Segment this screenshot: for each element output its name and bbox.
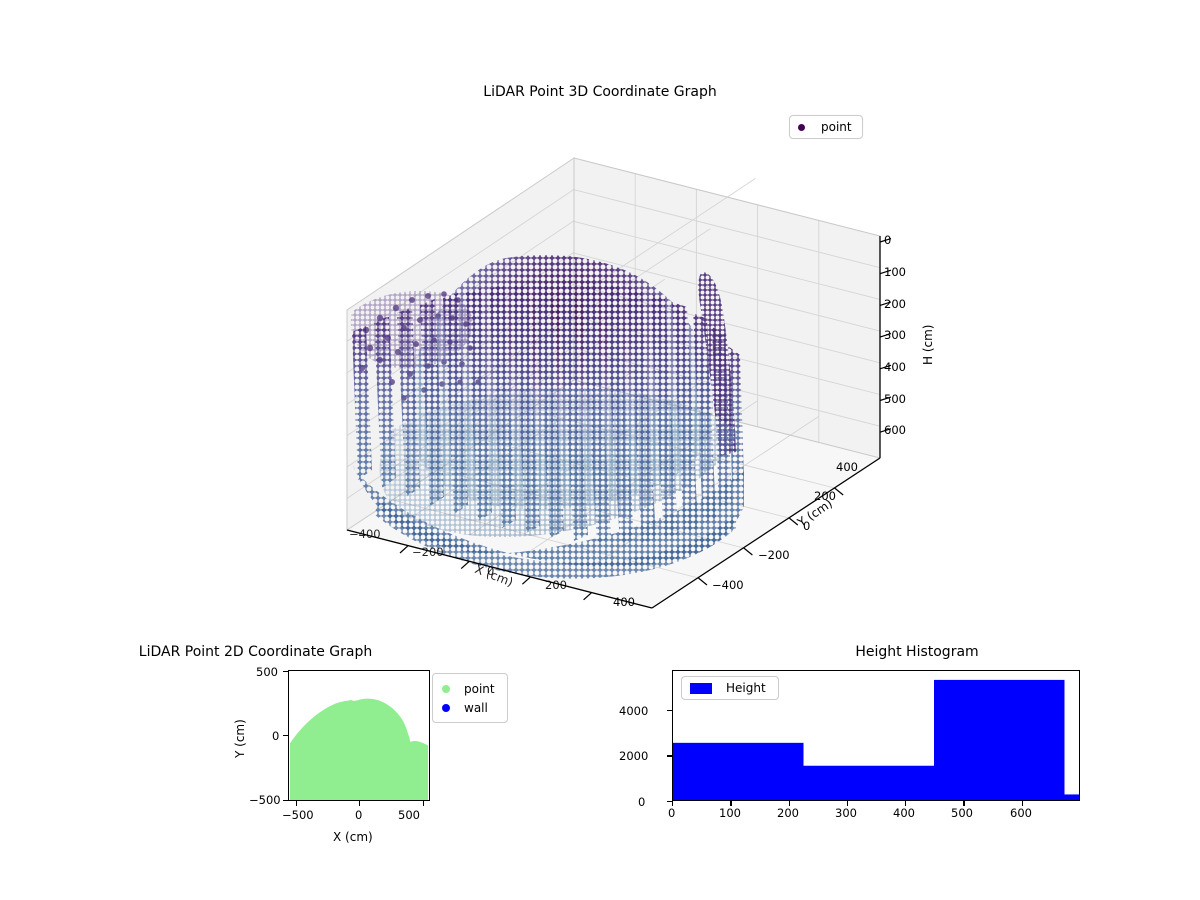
tickmark-2d-x-500 (422, 801, 424, 806)
histogram-bar-3 (1064, 794, 1079, 800)
legend-marker-wall-2d (442, 703, 450, 712)
tick-x-neg200: −200 (412, 545, 444, 559)
tickmark-2d-y-500 (283, 670, 288, 672)
tick-hist-x-100: 100 (719, 806, 741, 820)
histogram-bars (673, 679, 1079, 800)
lidar-3d-panel: LiDAR Point 3D Coordinate Graph point (0, 0, 1200, 630)
legend-swatch-height (690, 682, 712, 694)
tick-hist-x-400: 400 (893, 806, 915, 820)
tick-h-500: 500 (884, 392, 906, 406)
tick-hist-y-0: 0 (638, 795, 646, 809)
tickmark-hist-y-0 (667, 800, 672, 802)
tickmark-hist-x-500 (963, 801, 965, 806)
tickmark-hist-x-0 (672, 801, 674, 806)
legend-label-wall-2d: wall (464, 700, 488, 715)
tickmark-hist-x-100 (730, 801, 732, 806)
tick-y-neg400: −400 (712, 578, 744, 592)
tick-hist-x-300: 300 (835, 806, 857, 820)
tick-x-200: 200 (545, 578, 567, 592)
plot-3d-legend: point (789, 115, 863, 139)
tick-y-200: 200 (814, 489, 836, 503)
tickmark-hist-y-2000 (667, 755, 672, 757)
tick-x-0: 0 (487, 564, 495, 578)
axis-label-2d-x: X (cm) (333, 830, 373, 844)
tick-y-400: 400 (836, 460, 858, 474)
tickmark-hist-x-600 (1021, 801, 1023, 806)
tick-hist-x-600: 600 (1010, 806, 1032, 820)
tick-x-neg400: −400 (349, 527, 381, 541)
tick-h-400: 400 (884, 360, 906, 374)
tick-2d-y-0: 0 (272, 729, 280, 743)
tick-hist-x-0: 0 (668, 806, 676, 820)
legend-label-height: Height (726, 681, 766, 695)
plot-2d-title: LiDAR Point 2D Coordinate Graph (138, 644, 373, 660)
tick-hist-y-4000: 4000 (619, 704, 649, 718)
axis-spines-3d (346, 236, 881, 609)
legend-label-point-2d: point (464, 681, 495, 696)
floor-returns (379, 388, 738, 538)
legend-marker-point-3d (798, 123, 805, 131)
legend-row-wall-2d: wall (442, 698, 495, 717)
tick-y-0: 0 (803, 519, 811, 533)
tickmark-2d-x-neg500 (295, 801, 297, 806)
axis-label-h: H (cm) (921, 324, 935, 366)
tick-h-600: 600 (884, 423, 906, 437)
axis-ticks-3d (399, 237, 892, 601)
tickmark-2d-y-neg500 (283, 799, 288, 801)
tick-h-300: 300 (884, 328, 906, 342)
tick-h-0: 0 (884, 233, 892, 247)
tickmark-2d-x-0 (359, 801, 361, 806)
tickmark-hist-y-4000 (667, 710, 672, 712)
tick-y-neg200: −200 (758, 548, 790, 562)
tickmark-hist-x-400 (905, 801, 907, 806)
histogram-bar-0 (673, 742, 804, 800)
plot-3d-scene[interactable]: 0 100 200 300 400 500 600 H (cm) −400 −2… (0, 0, 1200, 630)
tick-hist-x-500: 500 (951, 806, 973, 820)
tick-2d-y-500: 500 (256, 665, 278, 679)
plot-3d-title: LiDAR Point 3D Coordinate Graph (483, 84, 717, 100)
histogram-legend: Height (681, 676, 779, 700)
tick-h-200: 200 (884, 297, 906, 311)
tick-h-100: 100 (884, 265, 906, 279)
tick-2d-x-neg500: −500 (282, 808, 314, 822)
height-histogram-panel: Height Histogram 0 2000 4000 0 100 200 3… (600, 630, 1200, 900)
tick-x-400: 400 (613, 595, 635, 609)
tickmark-2d-y-0 (283, 735, 288, 737)
tick-2d-x-500: 500 (398, 808, 420, 822)
tick-hist-y-2000: 2000 (619, 749, 649, 763)
plot-2d-legend: point wall (432, 673, 508, 723)
wall-spur-right (698, 272, 736, 456)
legend-row-point-2d: point (442, 679, 495, 698)
tickmark-hist-x-200 (788, 801, 790, 806)
point-cloud-3d (350, 255, 744, 579)
plot-2d-point-region (289, 698, 429, 800)
tick-2d-x-0: 0 (355, 808, 363, 822)
legend-marker-point-2d (442, 684, 450, 693)
histogram-bar-2 (934, 679, 1065, 800)
tickmark-hist-x-300 (846, 801, 849, 806)
plot-3d-canvas (346, 157, 892, 609)
tick-hist-x-200: 200 (777, 806, 799, 820)
lidar-2d-panel: LiDAR Point 2D Coordinate Graph 500 0 −5… (0, 630, 600, 900)
histogram-bar-1 (803, 765, 934, 800)
legend-label-point-3d: point (821, 120, 852, 134)
plot-2d-axes[interactable] (288, 670, 430, 801)
axis-label-2d-y: Y (cm) (233, 719, 247, 758)
tick-2d-y-neg500: −500 (249, 793, 281, 807)
histogram-title: Height Histogram (855, 644, 979, 660)
